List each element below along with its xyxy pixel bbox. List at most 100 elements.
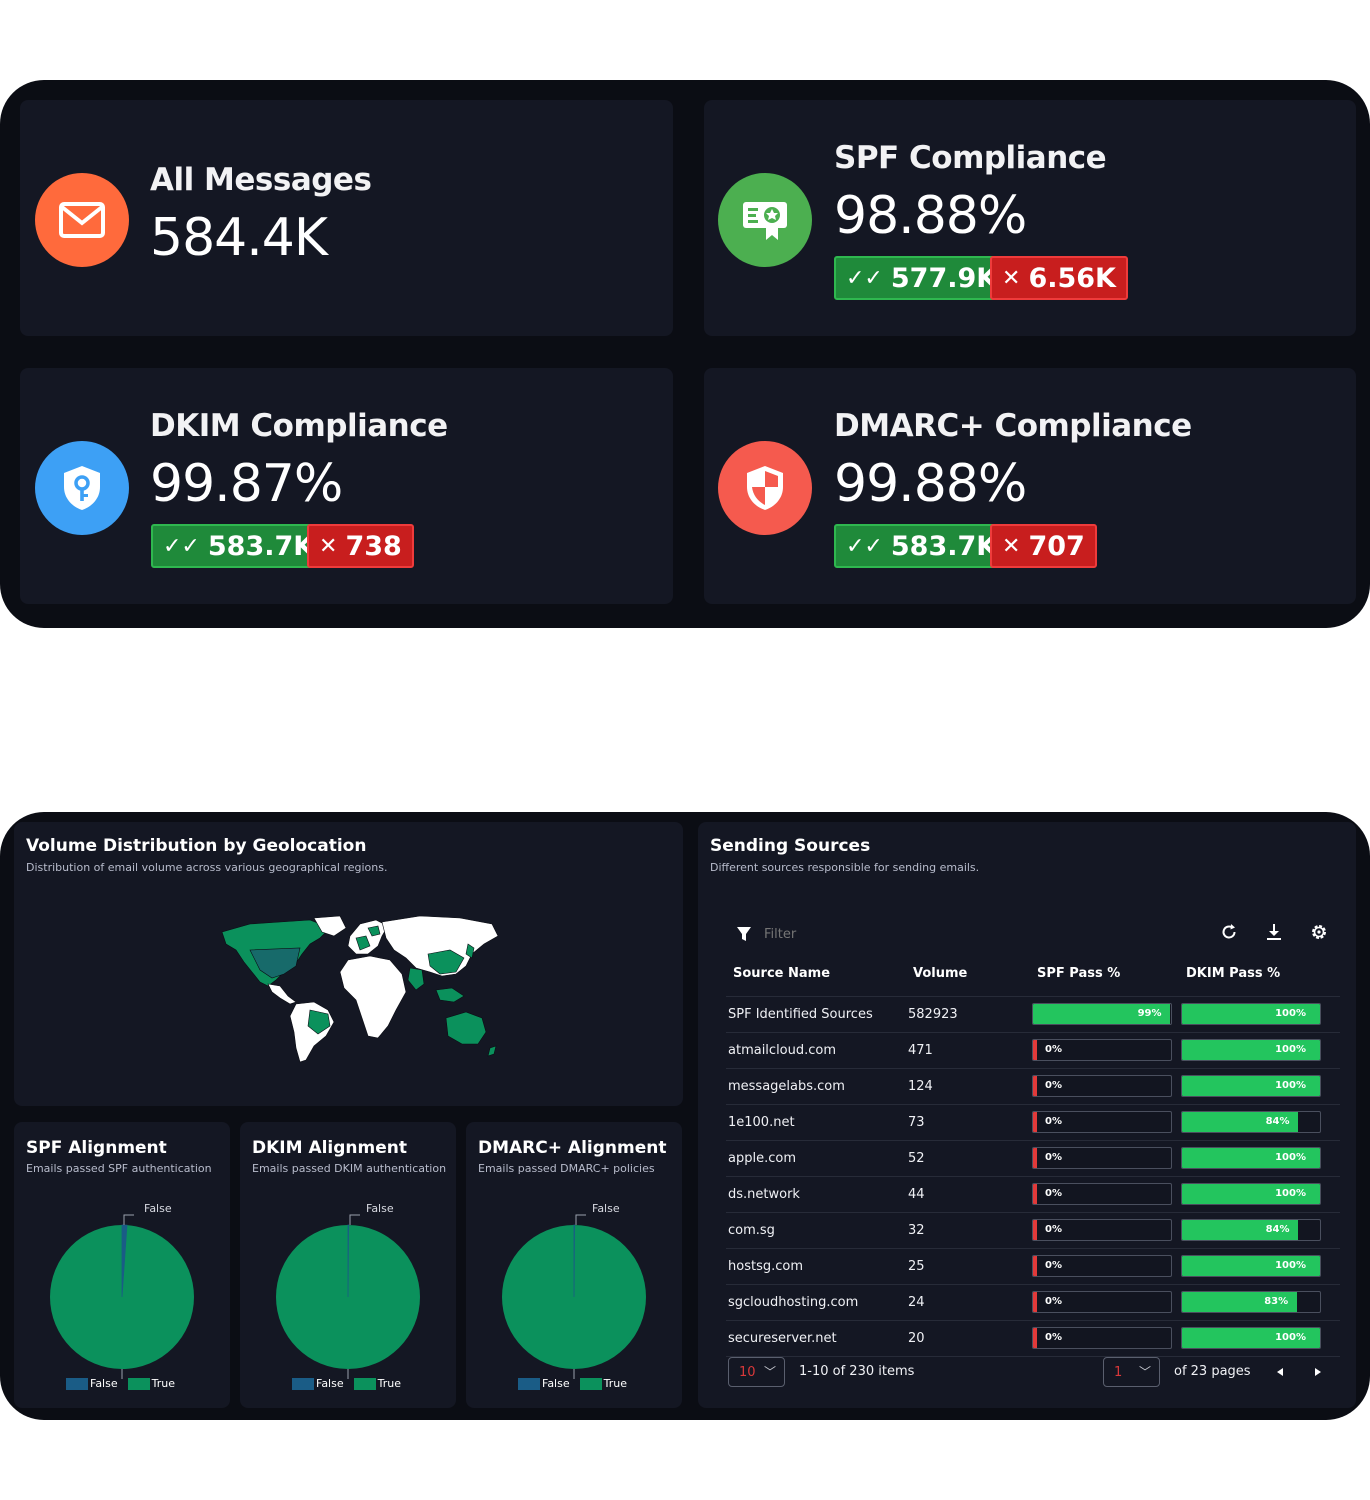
source-volume: 25 (908, 1259, 925, 1274)
close-icon: ✕ (1002, 533, 1021, 559)
spf-alignment-pie[interactable] (14, 1122, 230, 1408)
stat-value: 99.87% (150, 454, 343, 514)
fail-count: 707 (1028, 530, 1085, 562)
legend-true[interactable]: True (603, 1377, 627, 1390)
prev-page-icon[interactable] (1270, 1362, 1290, 1382)
column-header-spf[interactable]: SPF Pass % (1037, 966, 1121, 981)
all-messages-card: All Messages 584.4K (20, 100, 673, 336)
table-row[interactable]: SPF Identified Sources 582923 99% 100% (726, 997, 1340, 1033)
pie-leader-line (575, 1214, 586, 1225)
table-row[interactable]: ds.network 44 0% 100% (726, 1177, 1340, 1213)
pass-badge: ✓✓ 583.7K (834, 524, 1010, 568)
dkim-pass-label: 100% (1275, 1044, 1306, 1055)
legend-true[interactable]: True (377, 1377, 401, 1390)
spf-pass-bar: 0% (1032, 1111, 1172, 1133)
download-icon[interactable] (1264, 922, 1284, 942)
legend-false[interactable]: False (316, 1377, 344, 1390)
pass-count: 577.9K (890, 262, 998, 294)
stat-value: 99.88% (834, 454, 1027, 514)
spf-pass-bar: 99% (1032, 1003, 1172, 1025)
filter-input[interactable] (764, 924, 964, 944)
legend-false[interactable]: False (90, 1377, 118, 1390)
chevron-down-icon: ﹀ (1138, 1365, 1151, 1379)
source-name: com.sg (728, 1223, 775, 1238)
source-name: apple.com (728, 1151, 796, 1166)
dkim-pass-fill (1182, 1148, 1320, 1168)
dkim-compliance-card: DKIM Compliance 99.87% ✓✓ 583.7K ✕ 738 (20, 368, 673, 604)
card-subtitle: Emails passed DKIM authentication (252, 1162, 447, 1175)
dkim-pass-label: 100% (1275, 1332, 1306, 1343)
spf-pass-label: 0% (1045, 1080, 1062, 1091)
spf-pass-label: 0% (1045, 1260, 1062, 1271)
spf-pass-bar: 0% (1032, 1255, 1172, 1277)
dkim-alignment-pie[interactable] (240, 1122, 456, 1408)
column-header-dkim[interactable]: DKIM Pass % (1186, 966, 1281, 981)
table-row[interactable]: sgcloudhosting.com 24 0% 83% (726, 1285, 1340, 1321)
header-divider (726, 996, 1340, 997)
source-name: sgcloudhosting.com (728, 1295, 859, 1310)
legend-swatch-false (518, 1377, 540, 1390)
pie-legend: False True (518, 1377, 627, 1390)
legend-true[interactable]: True (151, 1377, 175, 1390)
pie-slice-false[interactable] (573, 1224, 575, 1298)
page-size-select[interactable]: 10 ﹀ (728, 1357, 785, 1387)
fail-count: 738 (345, 530, 402, 562)
stat-title: SPF Compliance (834, 140, 1107, 176)
dkim-pass-label: 100% (1275, 1152, 1306, 1163)
spf-pass-fill (1033, 1328, 1037, 1348)
source-name: ds.network (728, 1187, 800, 1202)
dmarc-alignment-card: DMARC+ Alignment Emails passed DMARC+ po… (466, 1122, 682, 1408)
column-header-volume[interactable]: Volume (913, 966, 968, 981)
dmarc-alignment-pie[interactable] (466, 1122, 682, 1408)
table-row[interactable]: com.sg 32 0% 84% (726, 1213, 1340, 1249)
world-map[interactable] (210, 914, 500, 1064)
dkim-pass-bar: 83% (1181, 1291, 1321, 1313)
source-name: hostsg.com (728, 1259, 803, 1274)
dmarc-compliance-card: DMARC+ Compliance 99.88% ✓✓ 583.7K ✕ 707 (704, 368, 1356, 604)
spf-pass-bar: 0% (1032, 1291, 1172, 1313)
gear-icon[interactable] (1309, 922, 1329, 942)
spf-pass-fill (1033, 1076, 1037, 1096)
source-name: atmailcloud.com (728, 1043, 837, 1058)
next-page-icon[interactable] (1308, 1362, 1328, 1382)
filter-icon[interactable] (734, 924, 754, 944)
page-select[interactable]: 1 ﹀ (1103, 1357, 1160, 1387)
dkim-pass-fill (1182, 1040, 1320, 1060)
source-volume: 52 (908, 1151, 925, 1166)
table-row[interactable]: hostsg.com 25 0% 100% (726, 1249, 1340, 1285)
table-row[interactable]: messagelabs.com 124 0% 100% (726, 1069, 1340, 1105)
pie-slice-false[interactable] (347, 1224, 349, 1298)
spf-pass-fill (1033, 1112, 1037, 1132)
card-subtitle: Different sources responsible for sendin… (710, 861, 980, 874)
close-icon: ✕ (319, 533, 338, 559)
fail-badge: ✕ 707 (990, 524, 1097, 568)
source-volume: 32 (908, 1223, 925, 1238)
spf-pass-label: 99% (1137, 1008, 1162, 1019)
spf-pass-fill (1033, 1040, 1037, 1060)
sending-sources-card: Sending Sources Different sources respon… (698, 822, 1356, 1408)
source-volume: 471 (908, 1043, 933, 1058)
pass-badge: ✓✓ 577.9K (834, 256, 1010, 300)
dkim-pass-bar: 100% (1181, 1039, 1321, 1061)
table-row[interactable]: secureserver.net 20 0% 100% (726, 1321, 1340, 1357)
pie-slice-false[interactable] (121, 1224, 128, 1298)
chevron-down-icon: ﹀ (763, 1365, 776, 1379)
fail-count: 6.56K (1028, 262, 1116, 294)
fail-badge: ✕ 6.56K (990, 256, 1128, 300)
source-volume: 24 (908, 1295, 925, 1310)
table-row[interactable]: 1e100.net 73 0% 84% (726, 1105, 1340, 1141)
source-volume: 20 (908, 1331, 925, 1346)
pie-false-label: False (592, 1202, 620, 1215)
table-row[interactable]: apple.com 52 0% 100% (726, 1141, 1340, 1177)
double-check-icon: ✓✓ (163, 533, 200, 559)
legend-false[interactable]: False (542, 1377, 570, 1390)
column-header-source[interactable]: Source Name (733, 966, 831, 981)
table-row[interactable]: atmailcloud.com 471 0% 100% (726, 1033, 1340, 1069)
card-title: Volume Distribution by Geolocation (26, 836, 367, 856)
dkim-pass-bar: 84% (1181, 1111, 1321, 1133)
stat-value: 584.4K (150, 208, 328, 268)
refresh-icon[interactable] (1219, 922, 1239, 942)
dkim-pass-label: 83% (1264, 1296, 1289, 1307)
spf-pass-fill (1033, 1220, 1037, 1240)
dkim-pass-bar: 100% (1181, 1003, 1321, 1025)
